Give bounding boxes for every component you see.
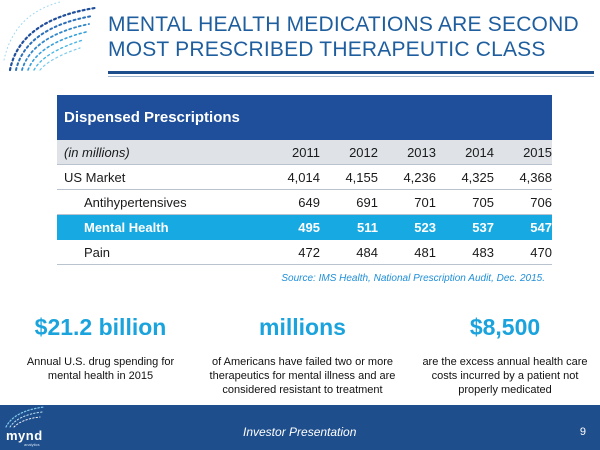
cell-value: 547 — [530, 219, 552, 235]
table-header-row: (in millions) 2011 2012 2013 2014 2015 — [57, 140, 552, 165]
logo-subtext: analytics — [24, 442, 40, 447]
cell-value: 4,368 — [519, 169, 552, 185]
stat-drug-spending: $21.2 billion Annual U.S. drug spending … — [18, 314, 183, 383]
swirl-logo-graphic — [3, 1, 97, 72]
stat-description: of Americans have failed two or more the… — [209, 356, 396, 396]
cell-value: 483 — [472, 244, 494, 260]
cell-value: 472 — [298, 244, 320, 260]
cell-value: 705 — [472, 194, 494, 210]
cell-value: 537 — [472, 219, 494, 235]
cell-value: 4,325 — [461, 169, 494, 185]
footer-bar: mynd analytics Investor Presentation 9 — [0, 405, 600, 450]
row-label: Antihypertensives — [84, 194, 187, 210]
cell-value: 4,236 — [403, 169, 436, 185]
table-heading: Dispensed Prescriptions — [57, 95, 552, 140]
table-row-highlighted: Mental Health 495 511 523 537 547 — [57, 215, 552, 240]
cell-value: 481 — [414, 244, 436, 260]
cell-value: 523 — [414, 219, 436, 235]
stat-headline: millions — [259, 314, 346, 340]
cell-value: 649 — [298, 194, 320, 210]
year-header: 2012 — [349, 144, 378, 160]
cell-value: 4,014 — [287, 169, 320, 185]
cell-value: 701 — [414, 194, 436, 210]
page-title: MENTAL HEALTH MEDICATIONS ARE SECOND MOS… — [108, 13, 579, 61]
stat-treatment-resistant: millions of Americans have failed two or… — [200, 314, 405, 397]
cell-value: 470 — [530, 244, 552, 260]
cell-value: 691 — [356, 194, 378, 210]
cell-value: 706 — [530, 194, 552, 210]
stat-description: Annual U.S. drug spending for mental hea… — [26, 356, 175, 382]
units-label: (in millions) — [64, 144, 130, 160]
year-header: 2014 — [465, 144, 494, 160]
row-label: Pain — [84, 244, 111, 260]
presentation-label: Investor Presentation — [243, 425, 357, 439]
logo-text: mynd — [6, 428, 43, 443]
cell-value: 495 — [298, 219, 320, 235]
cell-value: 484 — [356, 244, 378, 260]
year-header: 2011 — [292, 144, 320, 160]
table-row: US Market 4,014 4,155 4,236 4,325 4,368 — [57, 165, 552, 190]
title-divider-thin — [108, 76, 594, 77]
stat-headline: $8,500 — [469, 314, 541, 340]
page-number: 9 — [579, 426, 586, 438]
logo-swirl-icon — [5, 406, 45, 428]
source-note: Source: IMS Health, National Prescriptio… — [281, 273, 545, 284]
stat-description: are the excess annual health care costs … — [422, 356, 588, 396]
prescriptions-table: Dispensed Prescriptions (in millions) 20… — [57, 95, 552, 265]
company-logo: mynd analytics — [0, 405, 50, 450]
cell-value: 4,155 — [345, 169, 378, 185]
stat-excess-costs: $8,500 are the excess annual health care… — [420, 314, 590, 397]
row-label: US Market — [64, 169, 126, 185]
year-header: 2013 — [407, 144, 436, 160]
table-row: Pain 472 484 481 483 470 — [57, 240, 552, 265]
stat-headline: $21.2 billion — [34, 314, 167, 340]
cell-value: 511 — [357, 219, 378, 235]
row-label: Mental Health — [84, 219, 169, 235]
title-divider — [108, 71, 594, 74]
year-header: 2015 — [523, 144, 552, 160]
table-row: Antihypertensives 649 691 701 705 706 — [57, 190, 552, 215]
